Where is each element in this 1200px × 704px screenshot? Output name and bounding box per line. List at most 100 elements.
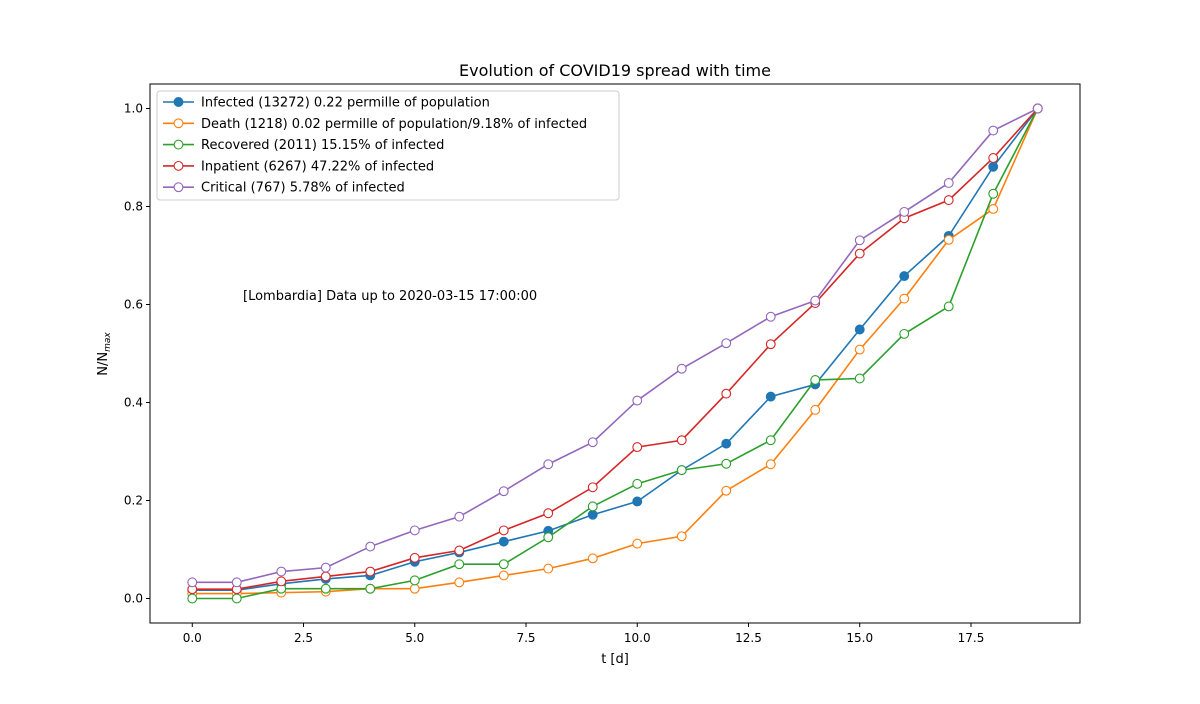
y-axis-label-text: N/Nmax xyxy=(96,332,113,376)
legend-swatch-marker xyxy=(173,118,184,129)
legend-label: Recovered (2011) 15.15% of infected xyxy=(201,138,444,153)
data-point xyxy=(187,577,198,588)
data-point xyxy=(810,295,821,306)
y-tick-label: 1.0 xyxy=(124,102,143,116)
x-tick-label: 7.5 xyxy=(516,631,535,645)
series-line xyxy=(192,107,1039,584)
data-point xyxy=(543,508,554,519)
y-tick-label: 0.0 xyxy=(124,592,143,606)
data-point xyxy=(854,373,865,384)
data-point xyxy=(943,301,954,312)
y-axis-label: N/Nmax xyxy=(96,332,113,376)
series-line xyxy=(192,107,1039,590)
series-line xyxy=(192,108,1039,595)
data-point xyxy=(632,395,643,406)
data-point xyxy=(409,525,420,536)
plot-frame xyxy=(149,83,1081,624)
legend-swatch-marker xyxy=(173,97,184,107)
data-point xyxy=(810,404,821,415)
data-point xyxy=(899,293,910,304)
data-point xyxy=(454,511,465,522)
data-point xyxy=(765,391,776,402)
data-point xyxy=(409,575,420,586)
data-point xyxy=(587,509,598,520)
y-axis-label-main: N/N xyxy=(96,352,111,376)
data-point xyxy=(943,195,954,206)
legend-swatch-marker xyxy=(173,182,184,193)
y-axis-label-subscript: max xyxy=(103,332,113,352)
data-point xyxy=(854,324,865,335)
data-point xyxy=(988,161,999,172)
data-point xyxy=(365,566,376,577)
data-point xyxy=(454,577,465,588)
x-tick-label: 10.0 xyxy=(624,631,651,645)
data-point xyxy=(676,465,687,476)
data-point xyxy=(632,538,643,549)
legend-label: Death (1218) 0.02 permille of population… xyxy=(201,117,587,132)
data-point xyxy=(988,153,999,163)
data-point xyxy=(721,388,732,399)
data-point xyxy=(231,577,242,588)
data-point xyxy=(587,501,598,512)
series-1 xyxy=(187,103,1043,599)
data-point xyxy=(899,271,910,282)
data-point xyxy=(988,188,999,199)
data-point xyxy=(988,125,999,136)
data-point xyxy=(409,552,420,563)
data-point xyxy=(543,563,554,574)
data-point xyxy=(810,375,821,385)
y-tick-label: 0.6 xyxy=(124,298,143,312)
data-point xyxy=(498,570,509,581)
data-point xyxy=(943,234,954,245)
series-layer xyxy=(187,103,1043,604)
data-point xyxy=(543,459,554,470)
x-tick-label: 17.5 xyxy=(958,631,985,645)
data-point xyxy=(587,553,598,564)
series-line xyxy=(192,108,1039,591)
data-point xyxy=(587,482,598,493)
data-point xyxy=(454,559,465,570)
y-tick-label: 0.4 xyxy=(124,396,143,410)
plot-area: 0.0 2.5 5.0 7.5 10.0 12.5 15.0 17.5 0.00.20.40.… xyxy=(124,83,1081,645)
data-point xyxy=(276,576,287,587)
data-point xyxy=(765,459,776,470)
y-tick-label: 0.8 xyxy=(124,200,143,214)
data-point xyxy=(676,531,687,542)
data-point xyxy=(632,442,643,453)
data-point xyxy=(365,541,376,552)
data-point xyxy=(765,311,776,322)
data-point xyxy=(498,559,509,570)
legend-label: Critical (767) 5.78% of infected xyxy=(201,181,405,196)
data-point xyxy=(498,486,509,497)
legend: Infected (13272) 0.22 permille of popula… xyxy=(156,90,620,201)
legend-swatch-marker xyxy=(173,160,184,171)
data-point xyxy=(988,204,999,214)
series-4 xyxy=(187,103,1043,588)
data-point xyxy=(854,235,865,246)
chart-annotation: [Lombardia] Data up to 2020-03-15 17:00:… xyxy=(243,289,537,304)
legend-swatch-marker xyxy=(173,139,184,150)
data-point xyxy=(1032,103,1043,114)
data-point xyxy=(721,485,732,496)
series-line xyxy=(192,108,1039,600)
chart-title: Evolution of COVID19 spread with time xyxy=(459,61,771,80)
data-point xyxy=(721,458,732,469)
data-point xyxy=(365,583,376,594)
data-point xyxy=(320,583,331,594)
data-point xyxy=(899,206,910,217)
x-tick-label: 15.0 xyxy=(846,631,873,645)
data-point xyxy=(676,363,687,374)
data-point xyxy=(632,496,643,507)
data-point xyxy=(899,328,910,339)
data-point xyxy=(498,536,509,547)
x-axis: 0.0 2.5 5.0 7.5 10.0 12.5 15.0 17.5 xyxy=(183,623,985,645)
legend-label: Infected (13272) 0.22 permille of popula… xyxy=(201,96,490,111)
x-axis-label: t [d] xyxy=(601,652,629,667)
data-point xyxy=(409,583,420,594)
data-point xyxy=(587,437,598,448)
data-point xyxy=(765,435,776,446)
data-point xyxy=(498,525,509,536)
y-tick-label: 0.2 xyxy=(124,494,143,508)
